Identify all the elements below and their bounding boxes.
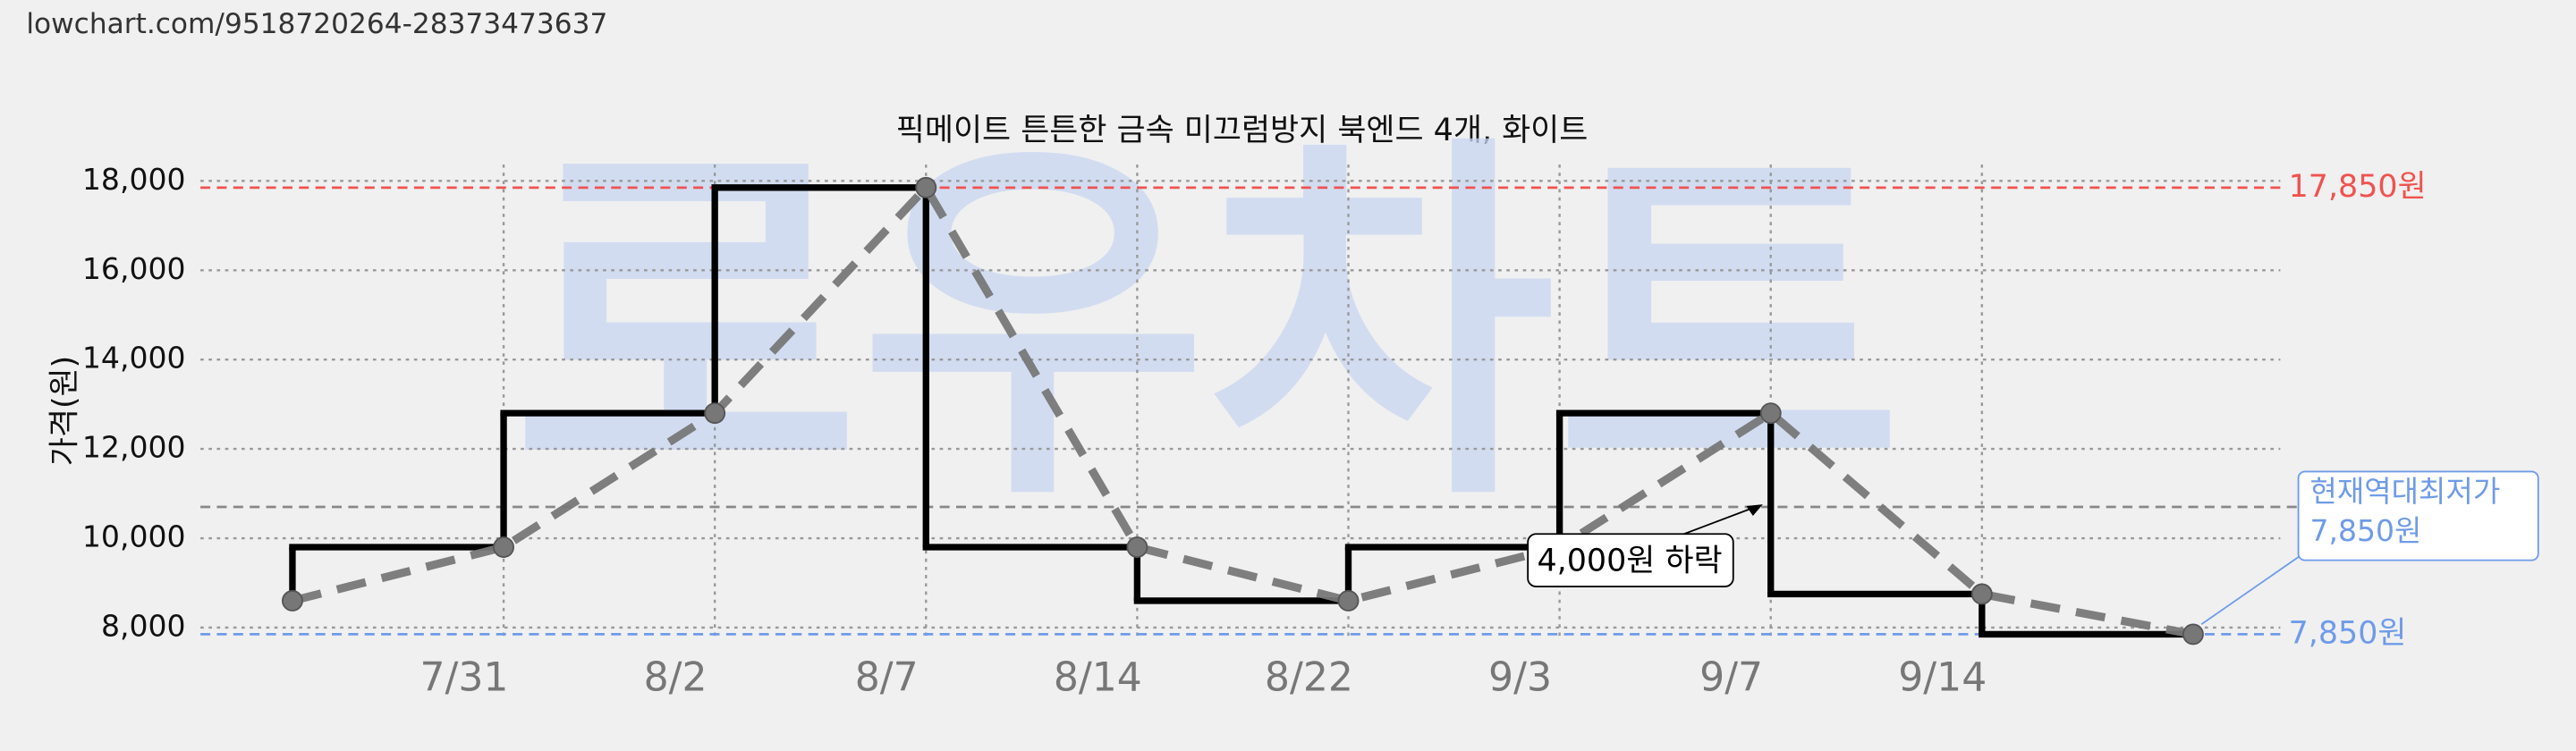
y-tick-label: 8,000	[101, 608, 186, 643]
annotation-text: 현재역대최저가	[2309, 474, 2500, 509]
point	[1759, 402, 1782, 425]
point	[2182, 623, 2204, 646]
y-tick-label: 18,000	[82, 162, 186, 197]
y-tick-label: 16,000	[82, 251, 186, 286]
reference-label: 17,850원	[2289, 169, 2427, 205]
reference-label: 7,850원	[2289, 615, 2407, 651]
annotation-box	[2297, 470, 2539, 561]
point	[1126, 536, 1148, 558]
y-tick-label: 10,000	[82, 519, 186, 554]
point	[1337, 590, 1360, 612]
x-tick-label: 8/14	[1054, 655, 1142, 701]
point	[915, 176, 937, 198]
point	[493, 536, 514, 558]
url: lowchart.com/9518720264-28373473637	[26, 8, 607, 40]
watermark: 로우차트	[513, 106, 1903, 546]
x-tick-label: 8/2	[644, 655, 708, 701]
plot-area: 8,000 10,000 12,000 14,000 16,000 18,000 7/31 8…	[82, 162, 2427, 701]
annotation-text: 4,000원 하락	[1537, 543, 1722, 578]
point	[1970, 583, 1993, 605]
y-tick-label: 14,000	[82, 341, 186, 376]
annotation-box	[1527, 533, 1734, 587]
x-tick-label: 8/22	[1265, 655, 1353, 701]
x-tick-label: 9/3	[1488, 655, 1552, 701]
point	[282, 590, 303, 612]
annotation-arrow	[2200, 553, 2304, 626]
annotation-arrowhead	[1746, 504, 1763, 517]
y-axis-label: 가격(원)	[47, 356, 82, 466]
x-tick-label: 9/14	[1898, 655, 1987, 701]
y-tick-label: 12,000	[82, 430, 186, 465]
series-line	[291, 181, 2194, 638]
point	[704, 402, 726, 425]
x-tick-label: 9/7	[1699, 655, 1763, 701]
chart-title: 픽메이트 튼튼한 금속 미끄럼방지 북엔드 4개, 화이트	[896, 113, 1589, 148]
x-tick-label: 8/7	[855, 655, 919, 701]
annotation-arrow	[1683, 505, 1758, 536]
x-tick-label: 7/31	[419, 655, 508, 701]
annotation-text: 7,850원	[2309, 513, 2421, 548]
annotations: 4,000원 하락 현재역대최저가 7,850원	[1527, 470, 2539, 626]
